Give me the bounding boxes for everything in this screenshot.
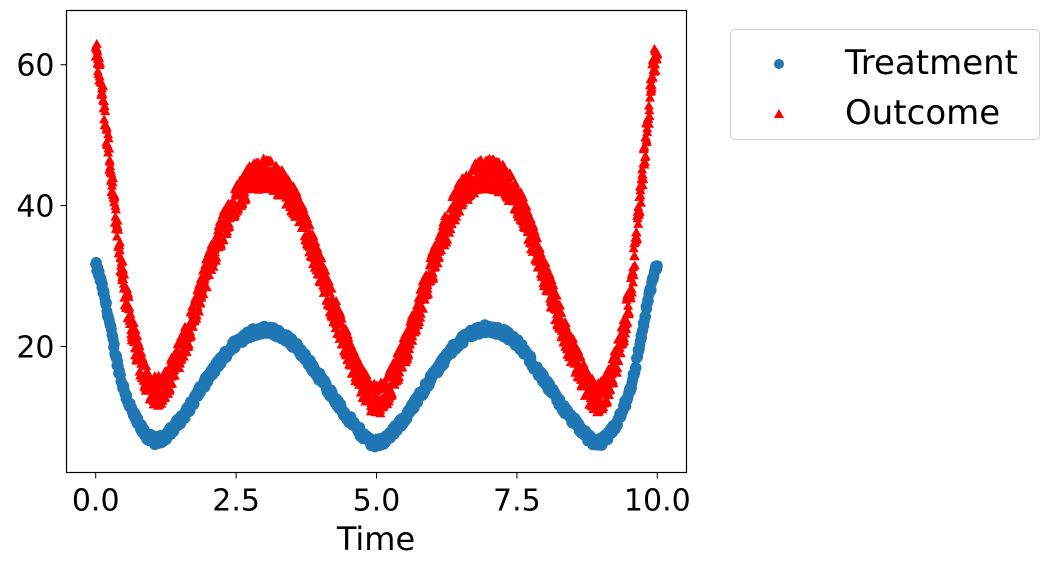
svg-text:20: 20 — [16, 330, 54, 365]
svg-text:40: 40 — [16, 190, 54, 225]
svg-text:5.0: 5.0 — [353, 484, 401, 519]
svg-text:10.0: 10.0 — [624, 484, 691, 519]
svg-text:0.0: 0.0 — [72, 484, 120, 519]
legend-label-treatment: Treatment — [845, 43, 1019, 83]
legend: Treatment Outcome — [730, 29, 1040, 140]
svg-text:2.5: 2.5 — [212, 484, 260, 519]
svg-text:7.5: 7.5 — [493, 484, 541, 519]
x-axis-label: Time — [336, 520, 415, 558]
outcome-series — [90, 38, 663, 418]
svg-text:60: 60 — [16, 49, 54, 84]
y-axis-ticks: 20 40 60 — [16, 49, 67, 365]
legend-label-outcome: Outcome — [845, 93, 1001, 133]
triangle-marker-icon — [774, 109, 784, 118]
legend-item-treatment: Treatment — [731, 43, 1039, 83]
treatment-series — [90, 257, 663, 453]
circle-marker-icon — [774, 59, 784, 69]
legend-item-outcome: Outcome — [731, 93, 1039, 133]
x-axis-ticks: 0.0 2.5 5.0 7.5 10.0 — [72, 472, 691, 519]
